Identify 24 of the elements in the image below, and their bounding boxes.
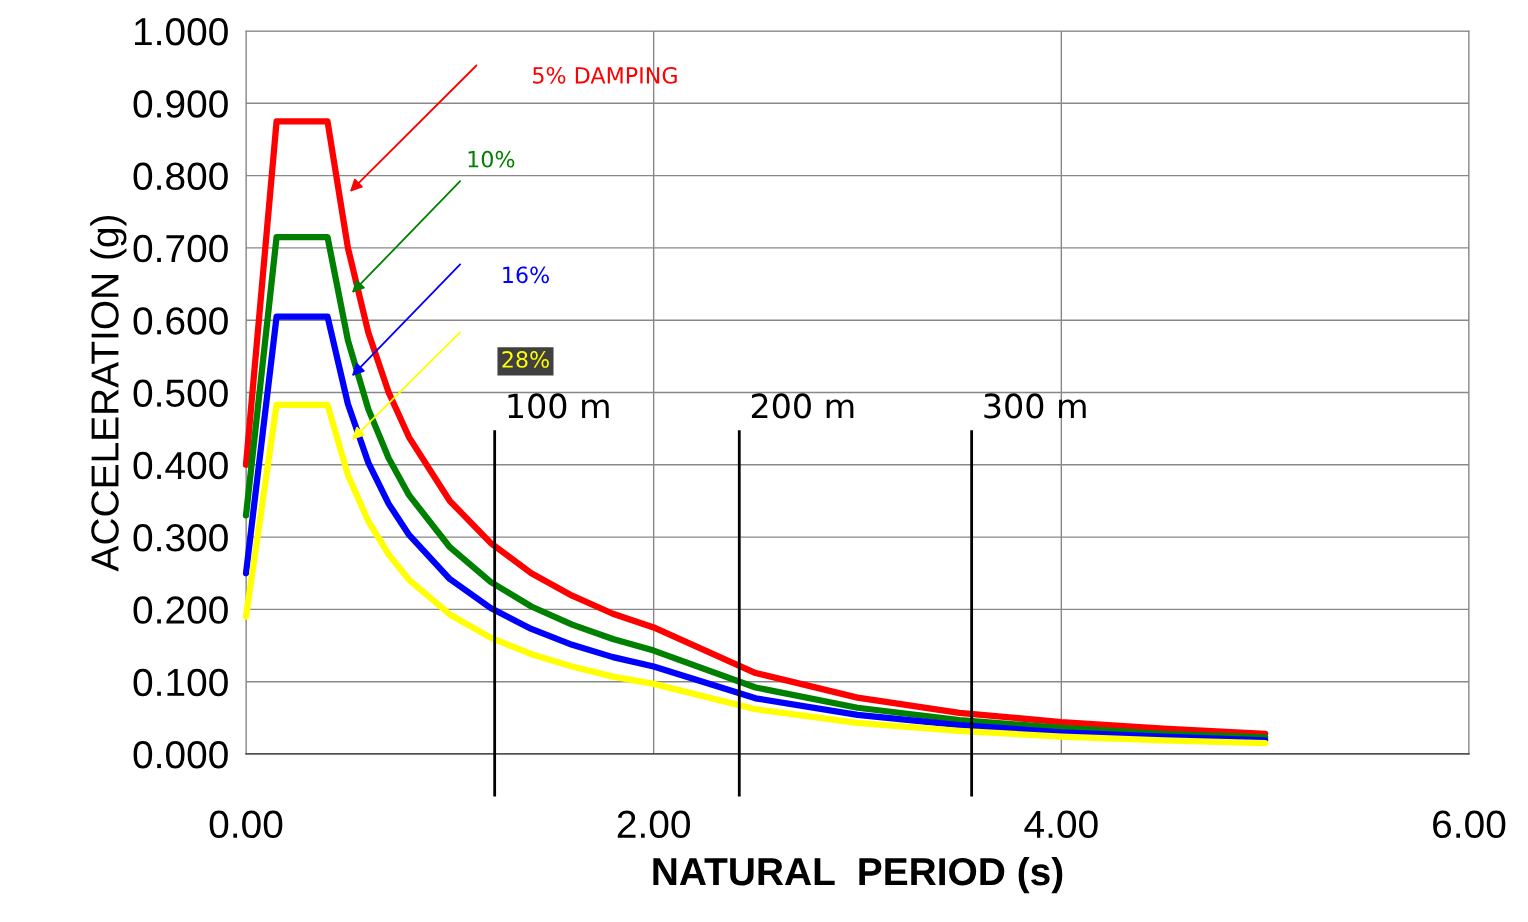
text: 10% — [468, 150, 515, 168]
text: 28% — [502, 351, 549, 368]
ref-line-label: 100 m — [508, 393, 609, 419]
y-tick-label: 0.400 — [133, 451, 228, 480]
ref-line-label: 300 m — [984, 393, 1086, 419]
x-tick-label: 2.00 — [617, 810, 690, 839]
y-tick-label: 0.200 — [133, 596, 228, 624]
y-tick-label: 0.500 — [133, 379, 228, 407]
x-tick-label: 0.00 — [209, 810, 283, 839]
y-tick-label: 0.700 — [133, 234, 228, 263]
y-tick-label: 0.300 — [133, 524, 228, 552]
y-axis-title: ACCELERATION (g) — [90, 215, 127, 572]
y-tick-label: 0.600 — [133, 307, 228, 335]
y-tick-label: 1.000 — [134, 17, 228, 46]
text: 5% DAMPING — [533, 66, 677, 84]
y-tick-label: 0.800 — [133, 162, 228, 191]
y-tick-label: 0.900 — [133, 90, 228, 118]
text: 16% — [503, 266, 549, 284]
x-tick-label: 6.00 — [1433, 810, 1506, 839]
y-tick-label: 0.000 — [133, 740, 228, 769]
ref-line-label: 200 m — [751, 393, 854, 419]
x-tick-label: 4.00 — [1024, 810, 1098, 839]
y-tick-label: 0.100 — [133, 668, 228, 697]
x-axis-title: NATURAL PERIOD (s) — [653, 856, 1063, 894]
